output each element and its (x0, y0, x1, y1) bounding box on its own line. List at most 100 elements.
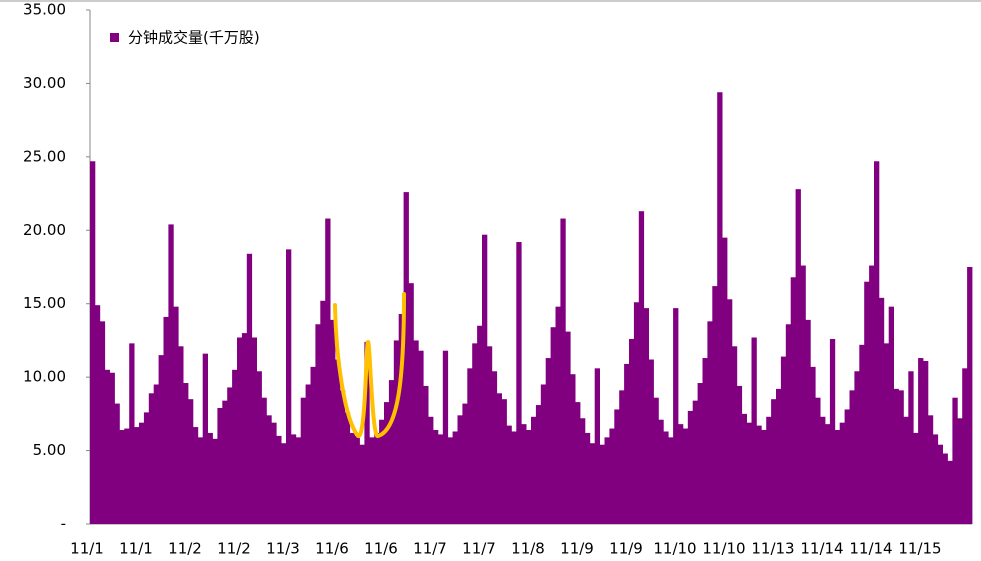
bar (903, 416, 909, 524)
bar (594, 368, 600, 524)
bar (663, 431, 669, 524)
bar (281, 443, 287, 524)
bar (359, 444, 365, 524)
bar (276, 435, 282, 524)
bar (535, 405, 542, 524)
y-tick-label: 25.00 (23, 147, 66, 165)
x-tick-label: 11/9 (560, 540, 594, 558)
x-tick-label: 11/7 (413, 540, 447, 558)
x-tick-label: 11/2 (168, 540, 202, 558)
bar (506, 425, 512, 524)
bar (746, 422, 752, 524)
bar (575, 402, 581, 524)
bar (251, 337, 257, 524)
bar (114, 403, 120, 524)
bar (398, 313, 404, 524)
bar (673, 308, 679, 524)
bar (477, 325, 483, 524)
y-tick-label: 10.00 (23, 368, 66, 386)
bar (624, 363, 630, 524)
bar (844, 409, 850, 524)
bar (687, 410, 694, 524)
bar (780, 356, 787, 524)
bar (702, 358, 708, 524)
x-tick-label: 11/1 (70, 540, 104, 558)
bar (878, 297, 885, 524)
bar (227, 387, 233, 524)
bar (629, 338, 635, 524)
bar (540, 384, 547, 524)
bar (521, 424, 527, 524)
bar (305, 384, 311, 524)
bar (849, 390, 855, 524)
bar (927, 415, 934, 524)
bar (188, 399, 194, 524)
bar (423, 385, 429, 524)
bar (143, 412, 150, 524)
bar (722, 237, 728, 524)
bar (668, 437, 674, 524)
bar (300, 397, 306, 524)
bar (462, 403, 468, 524)
bar (222, 400, 228, 524)
bar (893, 388, 899, 524)
x-tick-label: 11/2 (217, 540, 251, 558)
bar (153, 384, 159, 524)
bar (183, 383, 189, 524)
bar (805, 319, 811, 524)
bar (442, 350, 449, 524)
bar (501, 399, 507, 524)
bar (516, 242, 522, 524)
bar (482, 234, 488, 525)
bar (682, 428, 689, 524)
bar (638, 211, 645, 525)
bar (913, 432, 919, 524)
bar (452, 431, 458, 524)
bar (942, 453, 948, 524)
bar (261, 397, 267, 524)
bar (741, 413, 747, 524)
bar (349, 432, 355, 524)
bar (555, 306, 561, 524)
bar (295, 437, 302, 524)
bar (810, 366, 816, 524)
bar (134, 427, 140, 524)
bar (163, 316, 169, 524)
bar (237, 337, 243, 524)
bar (202, 353, 208, 524)
bar (217, 407, 223, 524)
y-tick-label: 30.00 (23, 74, 66, 92)
bar (286, 249, 292, 524)
x-tick-label: 11/7 (462, 540, 496, 558)
bar (393, 340, 400, 524)
bar (697, 383, 703, 524)
bar (178, 346, 184, 524)
bar (952, 397, 958, 524)
bar (109, 372, 115, 524)
bar (428, 416, 434, 524)
bar (339, 390, 346, 524)
bar (580, 418, 586, 524)
x-tick-label: 11/8 (511, 540, 545, 558)
bar (212, 438, 218, 524)
bar (599, 444, 605, 524)
legend-label: 分钟成交量(千万股) (128, 29, 260, 47)
bar (932, 434, 939, 524)
bar (820, 416, 826, 524)
bar (246, 253, 253, 525)
bar (310, 366, 316, 524)
x-tick-label: 11/3 (266, 540, 300, 558)
bar (104, 369, 110, 524)
bar (545, 358, 551, 524)
bar (604, 437, 610, 524)
bar (388, 380, 395, 524)
bar (99, 321, 106, 524)
bar (168, 224, 174, 524)
bar (271, 422, 277, 524)
bar (947, 460, 953, 524)
bar (90, 161, 96, 524)
x-tick-label: 11/9 (609, 540, 643, 558)
bar (290, 434, 297, 524)
bar (241, 333, 248, 524)
